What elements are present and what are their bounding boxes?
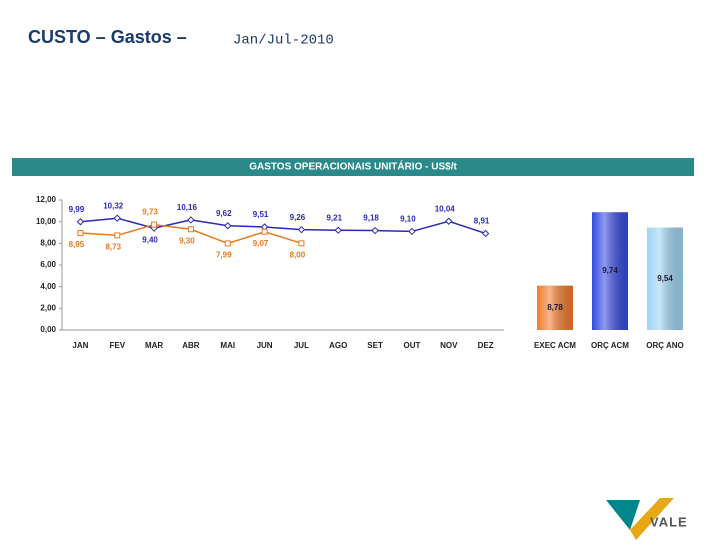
point: [151, 221, 158, 228]
value-label: 9,51: [253, 210, 269, 219]
slide-period: Jan/Jul-2010: [233, 33, 334, 49]
logo: VALE: [606, 498, 688, 540]
y-tick-label: 8,00: [40, 238, 56, 247]
chart-banner: [12, 158, 694, 176]
value-label: 8,73: [105, 243, 121, 252]
point: [371, 226, 379, 235]
series-line: [80, 217, 486, 235]
y-tick-label: 4,00: [40, 282, 56, 291]
point: [224, 240, 231, 247]
y-tick-label: 0,00: [40, 325, 56, 334]
point: [297, 225, 306, 234]
x-tick-label: SET: [367, 341, 383, 350]
value-label: 9,74: [602, 266, 618, 275]
x-tick-label: ORÇ ANO: [646, 341, 683, 350]
value-label: 9,26: [290, 213, 306, 222]
value-label: 10,16: [177, 203, 198, 212]
x-tick-label: DEZ: [478, 341, 494, 350]
value-label: 9,30: [179, 236, 195, 245]
point: [298, 240, 305, 247]
point: [261, 228, 268, 235]
value-label: 9,62: [216, 209, 232, 218]
point: [408, 227, 416, 236]
y-tick-label: 2,00: [40, 303, 56, 312]
value-label: 9,10: [400, 215, 416, 224]
plot: 0,00 2,00 4,00 6,00 8,00 10,00 12,00 JAN FEV MAR A…: [36, 195, 684, 350]
point: [113, 214, 121, 222]
x-tick-label: MAR: [145, 341, 163, 350]
value-label: 7,99: [216, 251, 232, 260]
x-tick-label: FEV: [109, 341, 125, 350]
x-tick-label: OUT: [403, 341, 420, 350]
x-tick-label: JUL: [294, 341, 309, 350]
point: [187, 216, 195, 224]
bar-shine: [537, 285, 573, 330]
value-label: 9,99: [69, 205, 85, 214]
point: [76, 218, 85, 226]
value-label: 8,00: [290, 250, 306, 259]
point: [114, 232, 121, 239]
value-label: 10,32: [103, 201, 124, 210]
point: [77, 230, 84, 237]
y-tick-label: 10,00: [36, 217, 57, 226]
bar-shine: [647, 227, 683, 330]
value-label: 9,07: [253, 239, 269, 248]
value-label: 9,54: [657, 274, 673, 283]
value-label: 8,78: [547, 303, 563, 312]
x-tick-label: JUN: [257, 341, 273, 350]
point: [187, 226, 194, 233]
x-tick-label: ORÇ ACM: [591, 341, 629, 350]
slide-title: CUSTO – Gastos –: [28, 27, 187, 47]
y-tick-label: 12,00: [36, 195, 57, 204]
x-tick-label: JAN: [72, 341, 88, 350]
logo-shape: [630, 498, 674, 540]
point: [224, 222, 232, 230]
value-label: 9,40: [142, 235, 158, 244]
value-label: 9,18: [363, 214, 379, 223]
x-tick-label: AGO: [329, 341, 347, 350]
y-tick-label: 6,00: [40, 260, 56, 269]
value-label: 8,91: [474, 217, 490, 226]
x-tick-label: NOV: [440, 341, 458, 350]
x-tick-label: ABR: [182, 341, 200, 350]
point: [445, 217, 453, 225]
value-label: 9,21: [326, 213, 342, 222]
logo-shape: [606, 500, 640, 530]
logo-text: VALE: [650, 514, 688, 529]
x-tick-label: EXEC ACM: [534, 341, 576, 350]
point: [481, 229, 490, 238]
x-tick-label: MAI: [220, 341, 235, 350]
bar-shine: [592, 212, 628, 330]
point: [334, 226, 342, 234]
chart-title: GASTOS OPERACIONAIS UNITÁRIO - US$/t: [249, 160, 457, 173]
value-label: 10,04: [435, 204, 456, 213]
value-label: 9,73: [142, 208, 158, 217]
value-label: 8,95: [69, 240, 85, 249]
